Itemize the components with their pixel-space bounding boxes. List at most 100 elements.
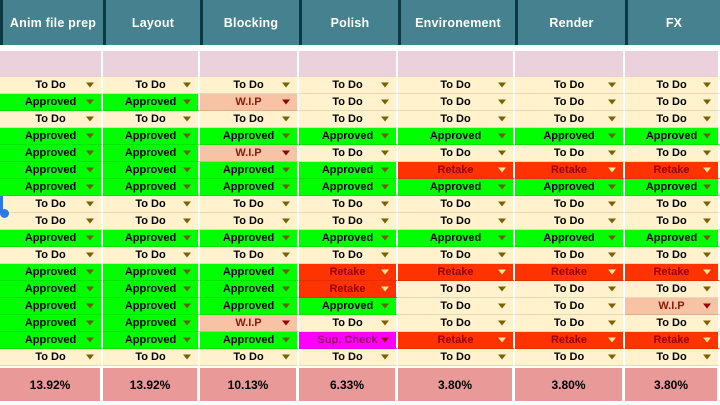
dropdown-arrow-icon[interactable] (703, 116, 711, 122)
dropdown-arrow-icon[interactable] (703, 150, 711, 156)
dropdown-arrow-icon[interactable] (183, 286, 191, 292)
status-cell-layout[interactable]: To Do (103, 77, 200, 94)
status-cell-render[interactable]: Approved (515, 179, 625, 196)
status-cell-render[interactable]: To Do (515, 281, 625, 298)
status-cell-fx[interactable]: To Do (625, 77, 720, 94)
dropdown-arrow-icon[interactable] (381, 150, 389, 156)
dropdown-arrow-icon[interactable] (86, 133, 94, 139)
dropdown-arrow-icon[interactable] (282, 337, 290, 343)
dropdown-arrow-icon[interactable] (608, 337, 616, 343)
dropdown-arrow-icon[interactable] (703, 201, 711, 207)
dropdown-arrow-icon[interactable] (608, 201, 616, 207)
status-cell-environement[interactable]: Retake (398, 162, 515, 179)
status-cell-polish[interactable]: Approved (299, 179, 398, 196)
dropdown-arrow-icon[interactable] (381, 116, 389, 122)
dropdown-arrow-icon[interactable] (381, 99, 389, 105)
status-cell-polish[interactable]: Approved (299, 230, 398, 247)
status-cell-render[interactable]: To Do (515, 213, 625, 230)
empty-cell-layout[interactable] (103, 51, 200, 77)
dropdown-arrow-icon[interactable] (498, 286, 506, 292)
dropdown-arrow-icon[interactable] (86, 167, 94, 173)
dropdown-arrow-icon[interactable] (703, 99, 711, 105)
dropdown-arrow-icon[interactable] (86, 252, 94, 258)
status-cell-anim-file-prep[interactable]: Approved (0, 298, 103, 315)
status-cell-blocking[interactable]: Approved (200, 230, 299, 247)
status-cell-blocking[interactable]: To Do (200, 349, 299, 366)
status-cell-anim-file-prep[interactable]: Approved (0, 94, 103, 111)
status-cell-fx[interactable]: To Do (625, 315, 720, 332)
status-cell-render[interactable]: Retake (515, 162, 625, 179)
dropdown-arrow-icon[interactable] (608, 82, 616, 88)
dropdown-arrow-icon[interactable] (608, 184, 616, 190)
dropdown-arrow-icon[interactable] (608, 286, 616, 292)
status-cell-polish[interactable]: To Do (299, 247, 398, 264)
dropdown-arrow-icon[interactable] (282, 269, 290, 275)
status-cell-anim-file-prep[interactable]: To Do (0, 196, 103, 213)
status-cell-anim-file-prep[interactable]: To Do (0, 77, 103, 94)
dropdown-arrow-icon[interactable] (183, 303, 191, 309)
column-header-fx[interactable]: FX (625, 0, 720, 45)
dropdown-arrow-icon[interactable] (498, 150, 506, 156)
dropdown-arrow-icon[interactable] (183, 269, 191, 275)
selection-handle[interactable] (0, 209, 9, 218)
status-cell-render[interactable]: To Do (515, 315, 625, 332)
status-cell-anim-file-prep[interactable]: To Do (0, 349, 103, 366)
status-cell-fx[interactable]: To Do (625, 145, 720, 162)
dropdown-arrow-icon[interactable] (703, 354, 711, 360)
status-cell-layout[interactable]: Approved (103, 264, 200, 281)
dropdown-arrow-icon[interactable] (183, 201, 191, 207)
status-cell-fx[interactable]: To Do (625, 213, 720, 230)
dropdown-arrow-icon[interactable] (282, 218, 290, 224)
empty-cell-fx[interactable] (625, 51, 720, 77)
status-cell-layout[interactable]: To Do (103, 247, 200, 264)
empty-cell-polish[interactable] (299, 51, 398, 77)
dropdown-arrow-icon[interactable] (183, 133, 191, 139)
column-header-anim-file-prep[interactable]: Anim file prep (0, 0, 103, 45)
status-cell-render[interactable]: To Do (515, 247, 625, 264)
status-cell-blocking[interactable]: W.I.P (200, 145, 299, 162)
status-cell-environement[interactable]: To Do (398, 145, 515, 162)
status-cell-blocking[interactable]: To Do (200, 77, 299, 94)
status-cell-anim-file-prep[interactable]: To Do (0, 247, 103, 264)
dropdown-arrow-icon[interactable] (282, 235, 290, 241)
dropdown-arrow-icon[interactable] (183, 252, 191, 258)
dropdown-arrow-icon[interactable] (703, 269, 711, 275)
dropdown-arrow-icon[interactable] (381, 218, 389, 224)
status-cell-environement[interactable]: Retake (398, 332, 515, 349)
dropdown-arrow-icon[interactable] (608, 354, 616, 360)
status-cell-layout[interactable]: Approved (103, 298, 200, 315)
status-cell-anim-file-prep[interactable]: Approved (0, 264, 103, 281)
dropdown-arrow-icon[interactable] (86, 184, 94, 190)
dropdown-arrow-icon[interactable] (498, 235, 506, 241)
status-cell-fx[interactable]: W.I.P (625, 298, 720, 315)
status-cell-render[interactable]: Approved (515, 230, 625, 247)
dropdown-arrow-icon[interactable] (282, 286, 290, 292)
dropdown-arrow-icon[interactable] (608, 99, 616, 105)
dropdown-arrow-icon[interactable] (498, 116, 506, 122)
dropdown-arrow-icon[interactable] (381, 303, 389, 309)
status-cell-polish[interactable]: To Do (299, 315, 398, 332)
dropdown-arrow-icon[interactable] (86, 99, 94, 105)
status-cell-blocking[interactable]: To Do (200, 196, 299, 213)
status-cell-polish[interactable]: Retake (299, 264, 398, 281)
status-cell-anim-file-prep[interactable]: Approved (0, 230, 103, 247)
status-cell-render[interactable]: To Do (515, 111, 625, 128)
dropdown-arrow-icon[interactable] (282, 150, 290, 156)
status-cell-layout[interactable]: To Do (103, 196, 200, 213)
dropdown-arrow-icon[interactable] (608, 252, 616, 258)
dropdown-arrow-icon[interactable] (381, 235, 389, 241)
dropdown-arrow-icon[interactable] (282, 184, 290, 190)
status-cell-polish[interactable]: To Do (299, 111, 398, 128)
status-cell-environement[interactable]: To Do (398, 213, 515, 230)
status-cell-fx[interactable]: Retake (625, 162, 720, 179)
status-cell-render[interactable]: To Do (515, 94, 625, 111)
dropdown-arrow-icon[interactable] (608, 116, 616, 122)
percentage-cell-polish[interactable]: 6.33% (299, 368, 398, 401)
status-cell-environement[interactable]: To Do (398, 247, 515, 264)
dropdown-arrow-icon[interactable] (381, 167, 389, 173)
status-cell-layout[interactable]: Approved (103, 281, 200, 298)
status-cell-polish[interactable]: To Do (299, 213, 398, 230)
dropdown-arrow-icon[interactable] (703, 303, 711, 309)
status-cell-layout[interactable]: Approved (103, 94, 200, 111)
dropdown-arrow-icon[interactable] (183, 184, 191, 190)
